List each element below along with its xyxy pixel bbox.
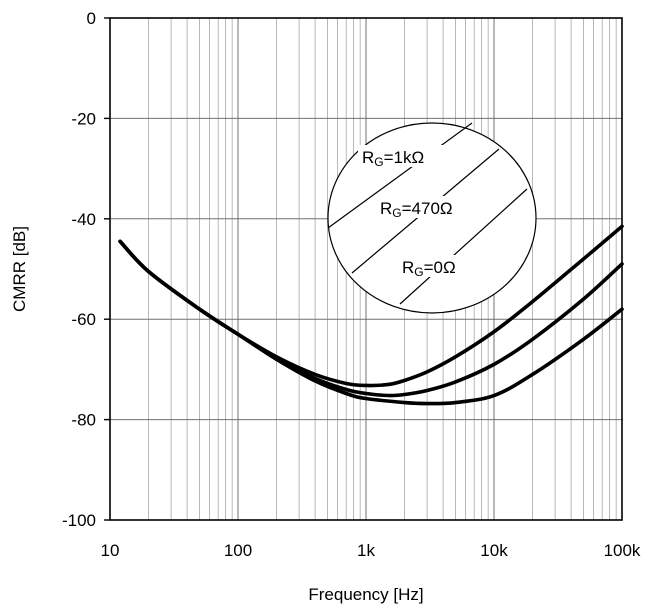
x-tick-label: 100k [604, 541, 641, 560]
x-tick-label: 10 [101, 541, 120, 560]
legend-label-3: RG=0Ω [402, 258, 456, 279]
legend-key: RG=1kΩ RG=470Ω RG=0Ω [327, 122, 537, 314]
x-axis-title: Frequency [Hz] [308, 585, 423, 604]
legend-label-bg-3 [399, 255, 491, 277]
x-tick-label: 1k [357, 541, 375, 560]
y-tick-label: -20 [71, 109, 96, 128]
x-tick-label: 10k [480, 541, 508, 560]
series-layer [118, 224, 624, 406]
legend-leader-1 [327, 122, 473, 229]
y-tick-label: 0 [87, 9, 96, 28]
y-axis-title: CMRR [dB] [10, 226, 29, 312]
legend-label-1: RG=1kΩ [362, 148, 424, 169]
plot-frame [109, 17, 623, 521]
x-tick-label: 100 [224, 541, 252, 560]
legend-label-bg-1 [358, 145, 454, 167]
y-tick-label: -60 [71, 310, 96, 329]
legend-label-bg-2 [376, 196, 488, 218]
tick-layer: 10 100 1k 10k 100k 0 -20 -40 -60 -80 -100 [62, 9, 641, 560]
y-tick-label: -100 [62, 511, 96, 530]
series-line-3 [118, 239, 624, 406]
y-tick-label: -40 [71, 210, 96, 229]
legend-leader-3 [399, 188, 528, 305]
y-tick-label: -80 [71, 411, 96, 430]
legend-label-2: RG=470Ω [380, 199, 453, 220]
